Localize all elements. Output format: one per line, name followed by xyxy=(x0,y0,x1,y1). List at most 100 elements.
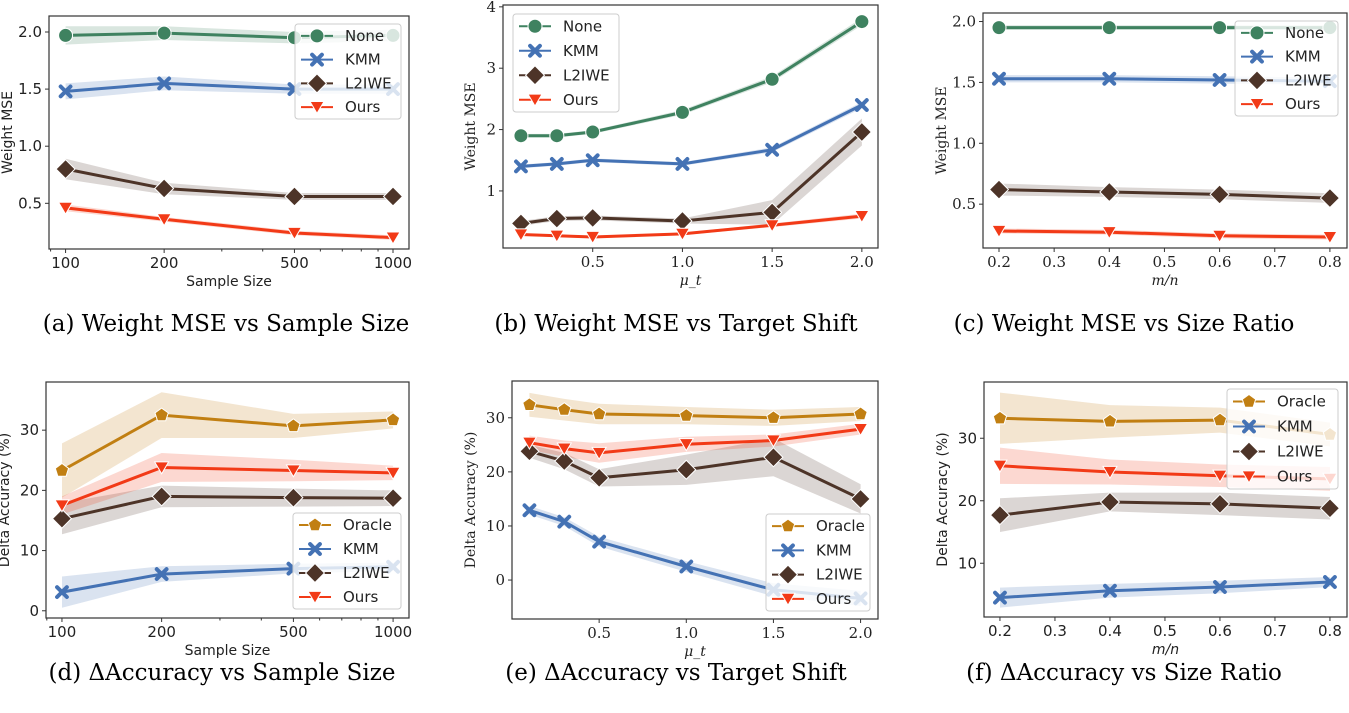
marker-diamond xyxy=(1246,70,1268,91)
x-axis-label: Sample Size xyxy=(186,274,272,290)
subplot-e: 0.5 1.0 1.5 2.0 0 10 20 30 μ_t Delta Accuracy (%)… xyxy=(463,380,879,660)
legend-label: L2IWE xyxy=(345,74,392,92)
marker-x xyxy=(514,159,528,174)
caption-d: (d) ΔAccuracy vs Sample Size xyxy=(48,660,396,686)
legend-box xyxy=(294,23,402,120)
marker-x xyxy=(557,514,572,529)
x-tick-label: 1.5 xyxy=(760,253,784,271)
marker-pentagon xyxy=(679,407,694,422)
marker-circle xyxy=(674,104,690,120)
marker-triangle-down xyxy=(584,230,601,245)
legend-item-none: None xyxy=(1241,24,1324,42)
marker-triangle-down xyxy=(307,590,323,605)
x-tick-label: 2.0 xyxy=(850,253,874,271)
marker-triangle-down xyxy=(1241,470,1257,484)
marker-x xyxy=(157,76,172,91)
marker-pentagon xyxy=(286,418,301,433)
plot-area xyxy=(510,14,873,245)
y-axis-label: Weight MSE xyxy=(934,86,950,174)
legend-item-l2iwe: L2IWE xyxy=(1233,441,1324,462)
marker-x xyxy=(1213,580,1227,594)
y-tick-label: 20 xyxy=(486,463,505,481)
y-tick-label: 1.0 xyxy=(18,137,42,155)
marker-x xyxy=(992,71,1006,86)
marker-diamond xyxy=(851,121,873,143)
marker-circle xyxy=(549,128,565,144)
confidence-band-oracle xyxy=(529,392,861,426)
marker-circle xyxy=(585,124,601,140)
x-tick-label: 1000 xyxy=(374,254,412,272)
marker-diamond xyxy=(1209,493,1231,515)
x-axis-label: Sample Size xyxy=(185,643,271,659)
y-axis-label: Weight MSE xyxy=(463,82,479,170)
legend-item-kmm: KMM xyxy=(772,541,852,559)
legend-label: Ours xyxy=(343,588,378,606)
legend-item-l2iwe: L2IWE xyxy=(299,562,390,584)
marker-triangle-down xyxy=(153,461,170,475)
legend: Oracle KMM L2IWE Ours xyxy=(292,512,402,610)
marker-circle xyxy=(1212,20,1228,36)
marker-pentagon xyxy=(1102,413,1118,428)
marker-triangle-down xyxy=(57,201,74,216)
marker-triangle-down xyxy=(156,213,173,227)
series-line-l2iwe xyxy=(520,130,863,225)
marker-x xyxy=(679,559,694,574)
legend-label: KMM xyxy=(1277,418,1313,436)
y-tick-label: 1.0 xyxy=(952,134,976,152)
legend-item-ours: Ours xyxy=(519,91,598,109)
marker-diamond xyxy=(382,186,404,207)
marker-diamond xyxy=(51,508,73,529)
legend: Oracle KMM L2IWE Ours xyxy=(765,513,871,612)
caption-f: (f) ΔAccuracy vs Size Ratio xyxy=(966,660,1282,686)
marker-diamond xyxy=(382,488,404,509)
marker-triangle-down xyxy=(385,231,401,245)
confidence-band-l2iwe xyxy=(65,158,393,200)
marker-diamond xyxy=(989,504,1011,526)
legend-item-oracle: Oracle xyxy=(299,516,392,534)
x-tick-label: 200 xyxy=(150,254,179,272)
y-axis-label: Weight MSE xyxy=(0,91,16,174)
plot-frame xyxy=(982,12,1348,249)
y-tick-label: 0.5 xyxy=(952,195,976,213)
legend-item-ours: Ours xyxy=(299,588,378,606)
marker-pentagon xyxy=(853,406,868,421)
confidence-band-l2iwe xyxy=(1000,492,1330,532)
x-tick-label: 0.5 xyxy=(587,624,611,642)
x-tick-label: 0.7 xyxy=(1263,253,1287,271)
legend-label: Oracle xyxy=(816,517,865,535)
x-tick-label: 500 xyxy=(279,623,308,641)
x-tick-label: 0.5 xyxy=(1153,622,1177,640)
marker-diamond xyxy=(988,179,1010,200)
marker-triangle-down xyxy=(1212,469,1228,484)
marker-triangle-down xyxy=(991,224,1007,239)
subplot-b: 0.5 1.0 1.5 2.0 1 2 3 4 μ_t Weight MSE None KMM L2IW… xyxy=(463,0,879,289)
y-tick-label: 1 xyxy=(486,182,496,200)
x-tick-label: 0.6 xyxy=(1208,253,1232,271)
marker-diamond xyxy=(546,208,567,229)
y-tick-label: 10 xyxy=(486,517,505,535)
caption-c: (c) Weight MSE vs Size Ratio xyxy=(953,311,1295,337)
marker-triangle-down xyxy=(1102,465,1118,480)
legend-item-kmm: KMM xyxy=(1241,48,1321,66)
plot-frame xyxy=(45,381,410,619)
plot-area xyxy=(51,392,404,608)
legend-item-kmm: KMM xyxy=(519,42,599,60)
y-tick-label: 1.5 xyxy=(18,80,42,98)
y-tick-label: 20 xyxy=(958,492,977,510)
legend-item-l2iwe: L2IWE xyxy=(519,65,610,86)
marker-diamond xyxy=(676,459,697,480)
marker-triangle-down xyxy=(285,464,302,478)
marker-triangle-down xyxy=(1101,226,1118,240)
caption-b: (b) Weight MSE vs Target Shift xyxy=(494,311,858,337)
y-tick-label: 4 xyxy=(486,0,496,16)
x-axis-label: μ_t xyxy=(684,644,706,660)
plot-frame xyxy=(511,380,879,620)
marker-triangle-down xyxy=(853,209,870,224)
plot-frame xyxy=(48,15,410,250)
x-tick-label: 1.0 xyxy=(670,253,694,271)
marker-triangle-down xyxy=(1211,229,1228,244)
legend-item-l2iwe: L2IWE xyxy=(1241,70,1332,91)
marker-triangle-down xyxy=(521,436,538,450)
y-tick-label: 0 xyxy=(495,571,505,589)
marker-x xyxy=(1323,575,1337,589)
